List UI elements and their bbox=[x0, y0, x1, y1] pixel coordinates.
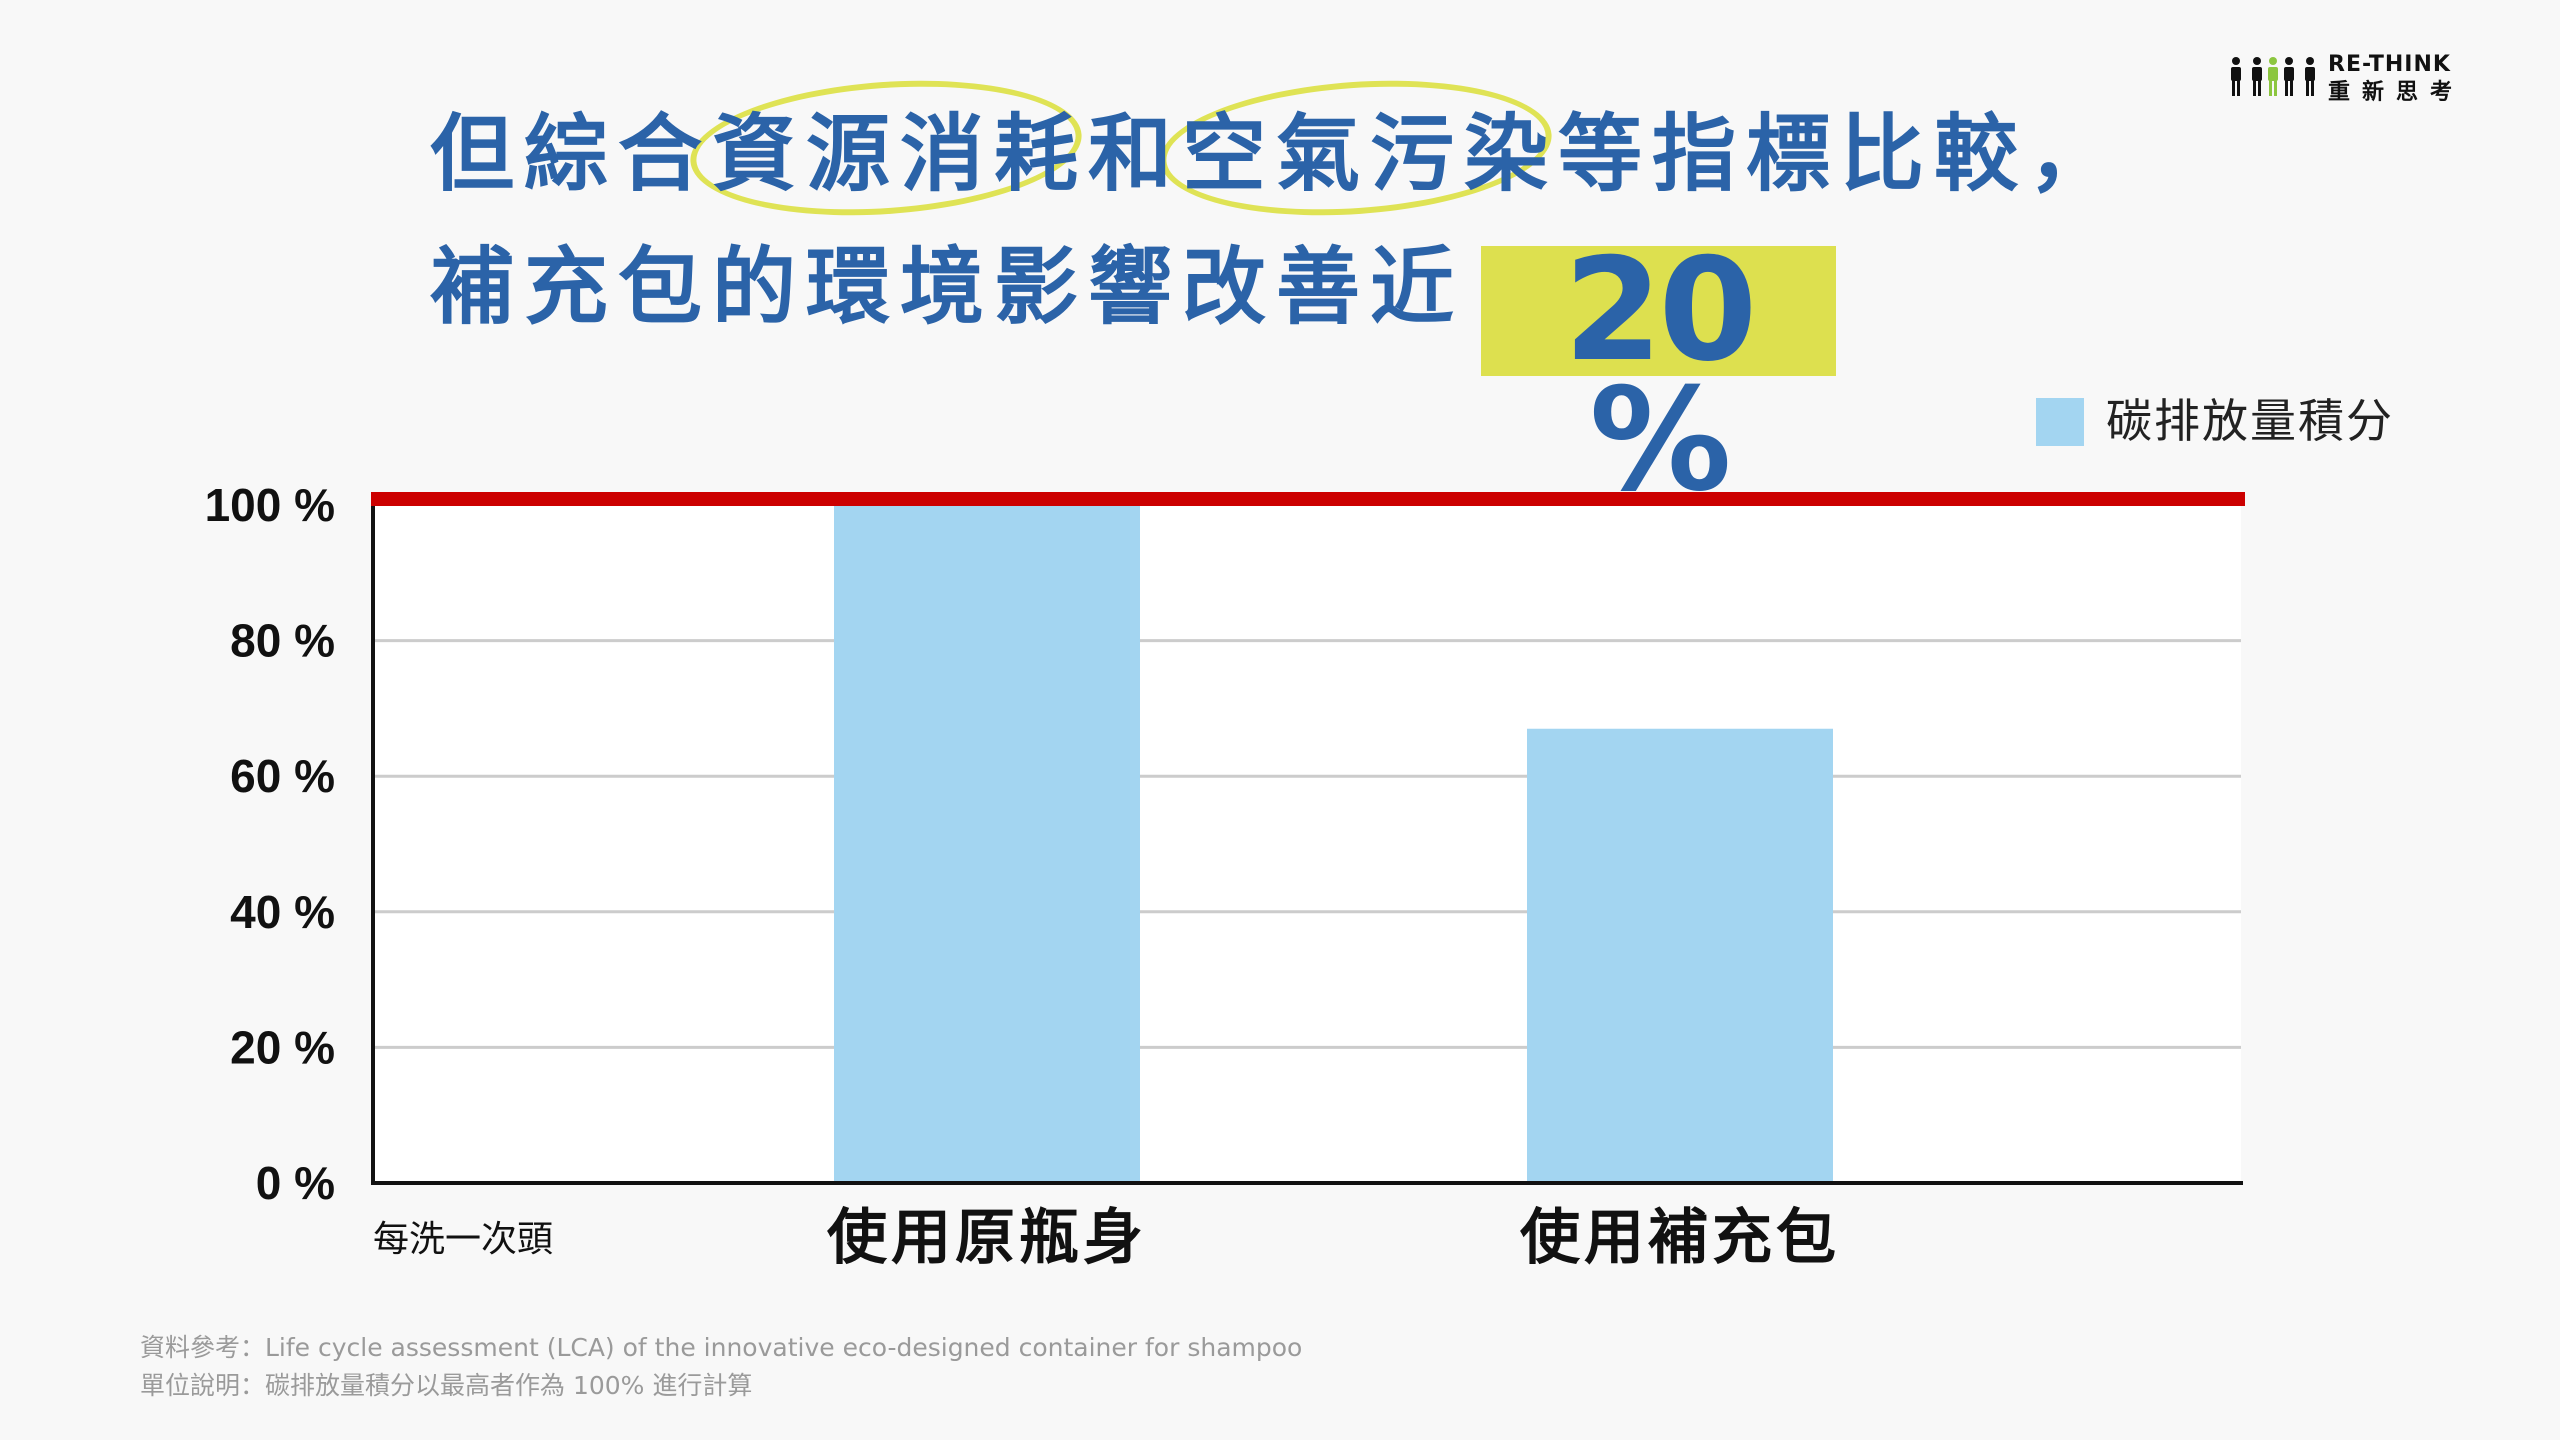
highlight-percentage: 20 % bbox=[1481, 240, 1836, 512]
y-tick-label: 100 % bbox=[205, 479, 335, 531]
x-tick-label: 使用原瓶身 bbox=[827, 1203, 1147, 1273]
y-tick-label: 0 % bbox=[256, 1157, 335, 1209]
legend-swatch bbox=[2036, 398, 2084, 446]
y-tick-label: 40 % bbox=[230, 886, 335, 938]
bar bbox=[1527, 728, 1833, 1183]
logo-title: RE-THINK bbox=[2328, 52, 2451, 77]
footnote-source: 資料參考：Life cycle assessment (LCA) of the … bbox=[140, 1333, 1303, 1362]
rethink-logo: RE-THINK 重新思考 bbox=[2230, 52, 2500, 105]
logo-subtitle: 重新思考 bbox=[2328, 79, 2465, 105]
y-tick-label: 60 % bbox=[230, 750, 335, 802]
legend-label: 碳排放量積分 bbox=[2106, 394, 2394, 448]
headline-line-1: 但綜合資源消耗和空氣污染等指標比較， bbox=[430, 105, 2123, 203]
plot-area bbox=[373, 493, 2241, 1183]
y-tick-label: 20 % bbox=[230, 1021, 335, 1073]
footnote-unit: 單位說明：碳排放量積分以最高者作為 100% 進行計算 bbox=[140, 1371, 753, 1400]
y-tick-label: 80 % bbox=[230, 615, 335, 667]
x-tick-label: 使用補充包 bbox=[1520, 1203, 1840, 1273]
headline-line-2: 補充包的環境影響改善近 bbox=[430, 238, 1465, 336]
people-logo-icon bbox=[2231, 57, 2315, 96]
bar bbox=[834, 505, 1140, 1183]
x-axis-label: 每洗一次頭 bbox=[373, 1219, 553, 1260]
